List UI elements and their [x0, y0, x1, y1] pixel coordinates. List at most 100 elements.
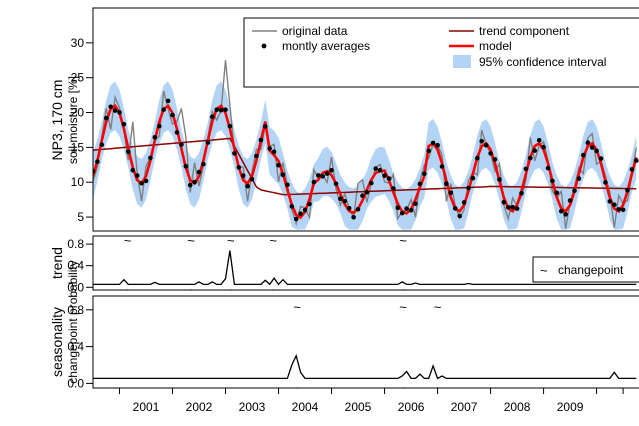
monthly-average-point	[245, 183, 250, 189]
trend-panel: ~ ~ ~ ~ ~ 0.0 0.4 0.8 trend ~ changepoint	[49, 233, 639, 294]
monthly-average-point	[572, 188, 577, 193]
monthly-average-point	[435, 142, 440, 148]
main-panel: 5 10 15 20 25 30 NP3, 170 cm soil moisture [%…	[49, 7, 639, 232]
monthly-average-point	[399, 210, 405, 216]
seasonality-changepoint-marker: ~	[434, 300, 442, 315]
monthly-average-point	[607, 199, 613, 204]
trend-y-axis: 0.0 0.4 0.8	[67, 237, 93, 294]
monthly-average-point	[369, 180, 374, 186]
monthly-average-point	[227, 123, 233, 129]
seasonality-y-axis: 0.0 0.4 0.8	[67, 303, 93, 390]
main-ytick-label: 5	[77, 210, 84, 224]
monthly-average-point	[307, 201, 312, 207]
monthly-average-point	[298, 211, 303, 216]
shared-ylabel-changepoint-probability: changepoint probability	[66, 260, 80, 383]
x-tick-label: 2001	[133, 400, 160, 414]
trend-ytick-label: 0.4	[67, 259, 84, 273]
monthly-average-point	[422, 171, 427, 177]
monthly-average-point	[488, 151, 493, 156]
main-ylabel-line2: soil moisture [%]	[66, 76, 80, 164]
monthly-average-point	[338, 196, 343, 201]
trend-panel-frame	[92, 235, 639, 291]
monthly-average-point	[576, 176, 582, 181]
monthly-average-point	[333, 181, 339, 187]
monthly-average-point	[417, 181, 423, 187]
monthly-average-point	[528, 155, 533, 161]
seasonality-panel: ~ ~ ~ 0.0 0.4 0.8 seasonality changepoint pr…	[49, 260, 639, 390]
seasonality-panel-frame	[92, 295, 639, 389]
monthly-average-point	[293, 216, 299, 222]
main-y-axis: 5 10 15 20 25 30	[71, 36, 93, 224]
trend-legend: ~ changepoint	[532, 256, 639, 283]
x-tick-label: 2003	[239, 400, 266, 414]
monthly-average-point	[187, 182, 193, 188]
legend-trend-label: trend component	[479, 24, 570, 38]
monthly-average-point	[545, 165, 551, 171]
monthly-average-point	[134, 173, 140, 178]
trend-changepoint-marker: ~	[399, 233, 407, 248]
monthly-average-point	[413, 201, 418, 206]
monthly-average-point	[93, 169, 96, 174]
monthly-average-point	[492, 157, 498, 162]
monthly-average-point	[523, 166, 529, 172]
monthly-average-point	[130, 167, 136, 173]
monthly-average-point	[271, 149, 277, 154]
legend-box	[243, 17, 639, 88]
monthly-average-point	[625, 188, 630, 193]
seasonality-ylabel-line1: seasonality	[49, 307, 65, 377]
monthly-average-point	[152, 135, 158, 140]
monthly-average-point	[554, 190, 560, 196]
monthly-average-point	[205, 140, 211, 145]
monthly-average-point	[430, 140, 436, 146]
monthly-average-point	[550, 178, 555, 184]
seasonality-plot-area: ~ ~ ~	[93, 300, 637, 388]
monthly-average-point	[452, 206, 458, 211]
x-tick-label: 2006	[398, 400, 425, 414]
monthly-average-point	[121, 121, 127, 127]
monthly-average-point	[183, 163, 189, 169]
monthly-average-point	[373, 166, 379, 171]
monthly-average-point	[112, 108, 118, 113]
monthly-average-point	[404, 206, 409, 211]
seasonality-ytick-label: 0.0	[67, 376, 84, 390]
monthly-average-point	[505, 204, 511, 210]
main-ytick-label: 20	[71, 106, 85, 120]
legend-ci-swatch	[453, 55, 471, 68]
monthly-average-point	[355, 206, 361, 212]
main-panel-frame	[92, 7, 639, 232]
monthly-average-point	[232, 151, 237, 156]
monthly-average-point	[598, 156, 604, 161]
x-tick-label: 2009	[557, 400, 584, 414]
monthly-average-point	[351, 215, 356, 220]
monthly-average-point	[236, 165, 242, 170]
monthly-average-point	[439, 164, 445, 169]
trend-changepoint-marker: ~	[187, 233, 195, 248]
main-legend: original data montly averages trend comp…	[243, 17, 639, 88]
trend-probability-line	[93, 250, 637, 286]
monthly-average-point	[519, 191, 524, 196]
monthly-average-point	[382, 173, 387, 178]
monthly-average-point	[408, 207, 414, 213]
monthly-average-point	[311, 179, 317, 185]
monthly-average-point	[510, 204, 515, 210]
monthly-average-point	[276, 162, 281, 168]
monthly-average-point	[603, 180, 608, 185]
monthly-average-point	[108, 104, 113, 110]
trend-changepoint-marker: ~	[269, 233, 277, 248]
monthly-average-point	[444, 181, 449, 186]
trend-ylabel-line1: trend	[49, 247, 65, 279]
monthly-average-point	[302, 207, 308, 213]
x-axis: 2001 2002 2003 2004 2005 2006 2007 2008 2009	[93, 387, 639, 414]
monthly-average-point	[249, 176, 255, 182]
main-ytick-label: 25	[71, 71, 85, 85]
monthly-average-point	[461, 200, 467, 205]
monthly-average-point	[263, 124, 268, 129]
monthly-average-point	[346, 205, 352, 211]
monthly-average-point	[285, 182, 290, 188]
legend-original-label: original data	[282, 24, 348, 38]
monthly-average-point	[95, 159, 100, 164]
monthly-average-point	[218, 107, 224, 113]
monthly-average-point	[179, 142, 184, 147]
main-ytick-label: 10	[71, 175, 85, 189]
seasonality-changepoint-marker: ~	[293, 300, 301, 315]
